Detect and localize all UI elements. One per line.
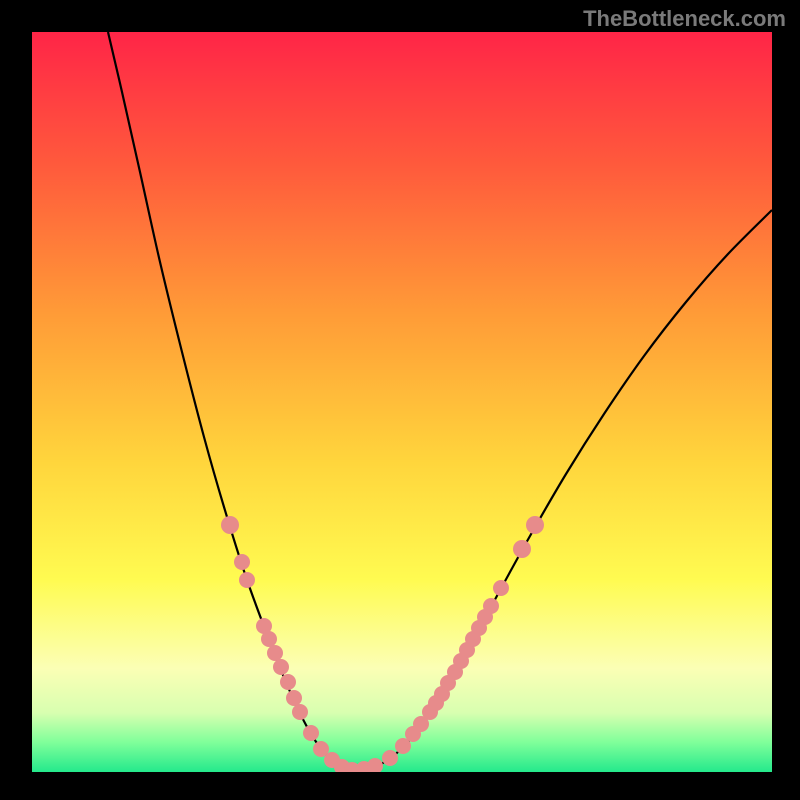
data-point bbox=[267, 645, 283, 661]
data-point bbox=[483, 598, 499, 614]
data-point bbox=[280, 674, 296, 690]
data-point bbox=[273, 659, 289, 675]
data-point bbox=[234, 554, 250, 570]
data-point bbox=[292, 704, 308, 720]
bottleneck-curve-left bbox=[108, 32, 352, 770]
watermark-text: TheBottleneck.com bbox=[583, 6, 786, 32]
data-point bbox=[221, 516, 239, 534]
data-point bbox=[382, 750, 398, 766]
bottleneck-curve-right bbox=[352, 210, 772, 770]
chart-svg-layer bbox=[32, 32, 772, 772]
data-point-markers bbox=[221, 516, 544, 772]
data-point bbox=[493, 580, 509, 596]
data-point bbox=[513, 540, 531, 558]
data-point bbox=[367, 758, 383, 772]
data-point bbox=[286, 690, 302, 706]
data-point bbox=[261, 631, 277, 647]
data-point bbox=[303, 725, 319, 741]
chart-plot-area bbox=[32, 32, 772, 772]
data-point bbox=[526, 516, 544, 534]
data-point bbox=[239, 572, 255, 588]
